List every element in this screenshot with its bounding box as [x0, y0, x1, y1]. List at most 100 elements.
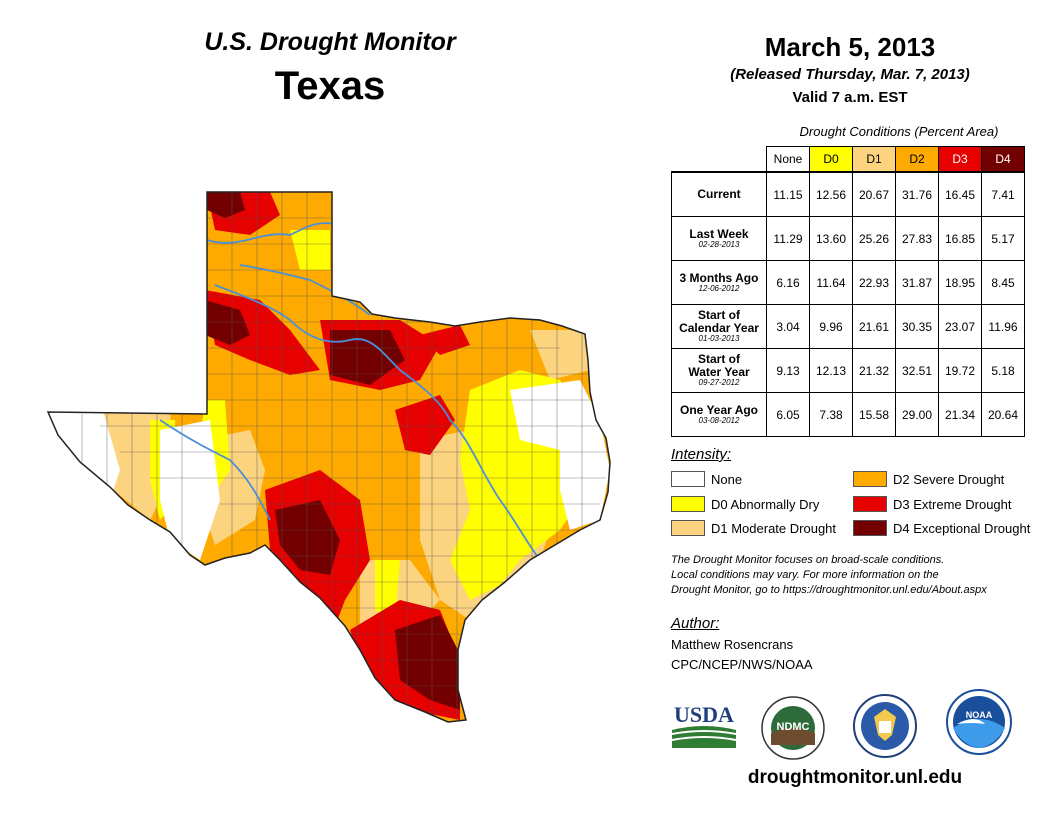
- table-cell: 11.96: [981, 304, 1025, 349]
- row-label: Last Week 02-28-2013: [671, 216, 767, 261]
- table-cell: 11.15: [766, 171, 810, 217]
- table-row: Current 11.15 12.56 20.67 31.76 16.45 7.…: [671, 171, 1025, 217]
- commerce-seal-logo: [853, 694, 917, 758]
- table-cell: 21.34: [938, 392, 982, 437]
- legend-swatch: [853, 520, 887, 536]
- release-date: (Released Thursday, Mar. 7, 2013): [730, 66, 970, 83]
- map-program-title: U.S. Drought Monitor: [204, 28, 456, 56]
- table-cell: 20.64: [981, 392, 1025, 437]
- row-label-date: 03-08-2012: [698, 415, 740, 425]
- noaa-logo: NOAA: [946, 689, 1012, 755]
- disclaimer-note: The Drought Monitor focuses on broad-sca…: [671, 553, 1051, 598]
- d4-region-south-plains: [205, 300, 250, 345]
- legend-label: D4 Exceptional Drought: [893, 520, 1031, 536]
- legend-label: D3 Extreme Drought: [893, 496, 1012, 512]
- table-cell: 30.35: [895, 304, 939, 349]
- table-cell: 12.13: [809, 348, 853, 393]
- drought-stats-table: None D0 D1 D2 D3 D4 Current 11.15 12.56 …: [671, 146, 1025, 437]
- table-cell: 8.45: [981, 260, 1025, 305]
- d3-region-central-hill: [395, 395, 455, 455]
- row-label-date: 02-28-2013: [698, 239, 740, 249]
- table-cell: 13.60: [809, 216, 853, 261]
- table-corner: [672, 147, 767, 173]
- author-label: Author:: [671, 615, 720, 632]
- row-label-date: 01-03-2013: [698, 334, 740, 344]
- legend-label: D1 Moderate Drought: [711, 520, 837, 536]
- none-region-east-texas: [510, 380, 610, 530]
- map-state-title: Texas: [274, 64, 386, 108]
- d4-region-rolling-plains: [330, 330, 405, 385]
- legend-item-d4: D4 Exceptional Drought: [853, 519, 1030, 537]
- row-label-text: Start of: [698, 307, 740, 322]
- table-cell: 6.16: [766, 260, 810, 305]
- table-row: 3 Months Ago 12-06-2012 6.16 11.64 22.93 …: [671, 260, 1025, 305]
- legend-item-none: None: [671, 470, 742, 488]
- col-header-d0: D0: [809, 146, 853, 173]
- row-label-date: 09-27-2012: [698, 378, 740, 388]
- rivers: [159, 222, 541, 561]
- usda-logo-text: USDA: [674, 702, 734, 727]
- table-cell: 31.87: [895, 260, 939, 305]
- county-boundaries: [81, 192, 608, 720]
- legend-label: D0 Abnormally Dry: [711, 496, 820, 512]
- legend-item-d0: D0 Abnormally Dry: [671, 495, 819, 513]
- legend-swatch: [853, 496, 887, 512]
- row-label: Current: [671, 171, 767, 217]
- col-header-d4: D4: [981, 146, 1025, 173]
- usda-logo: USDA: [671, 702, 737, 748]
- note-line: The Drought Monitor focuses on broad-sca…: [671, 554, 945, 566]
- table-cell: 22.93: [852, 260, 896, 305]
- row-label-text-2: Calendar Year: [679, 321, 759, 336]
- d3-region-north-texas: [420, 325, 470, 355]
- row-label-text: 3 Months Ago: [679, 270, 759, 285]
- texas-drought-map: [46, 191, 611, 723]
- col-header-d2: D2: [895, 146, 939, 173]
- table-header-row: None D0 D1 D2 D3 D4: [672, 146, 1025, 173]
- table-row: Start of Water Year 09-27-2012 9.13 12.13 …: [671, 348, 1025, 393]
- noaa-logo-text: NOAA: [966, 710, 993, 720]
- row-label: 3 Months Ago 12-06-2012: [671, 260, 767, 305]
- table-cell: 11.29: [766, 216, 810, 261]
- row-label-text: Current: [697, 186, 741, 201]
- table-cell: 18.95: [938, 260, 982, 305]
- legend-item-d3: D3 Extreme Drought: [853, 495, 1012, 513]
- legend-swatch: [671, 496, 705, 512]
- table-cell: 21.32: [852, 348, 896, 393]
- legend-item-d1: D1 Moderate Drought: [671, 519, 836, 537]
- legend-title: Intensity:: [671, 446, 732, 463]
- author-org: CPC/NCEP/NWS/NOAA: [671, 657, 813, 672]
- website-url[interactable]: droughtmonitor.unl.edu: [747, 767, 963, 788]
- table-cell: 23.07: [938, 304, 982, 349]
- table-cell: 9.13: [766, 348, 810, 393]
- d4-region-panhandle: [207, 192, 245, 218]
- legend-swatch: [853, 471, 887, 487]
- row-label-text: Last Week: [689, 226, 749, 241]
- col-header-d3: D3: [938, 146, 982, 173]
- table-cell: 6.05: [766, 392, 810, 437]
- state-outline: [46, 191, 611, 723]
- row-label: Start of Water Year 09-27-2012: [671, 348, 767, 393]
- table-row: Last Week 02-28-2013 11.29 13.60 25.26 27…: [671, 216, 1025, 261]
- ndmc-logo: NDMC: [761, 696, 825, 760]
- table-cell: 31.76: [895, 171, 939, 217]
- legend-item-d2: D2 Severe Drought: [853, 470, 1004, 488]
- d1-region-northeast: [530, 330, 590, 380]
- row-label: One Year Ago 03-08-2012: [671, 392, 767, 437]
- row-label-text: One Year Ago: [679, 402, 759, 417]
- table-row: One Year Ago 03-08-2012 6.05 7.38 15.58 2…: [671, 392, 1025, 437]
- legend-label: D2 Severe Drought: [893, 471, 1005, 487]
- table-cell: 32.51: [895, 348, 939, 393]
- col-header-d1: D1: [852, 146, 896, 173]
- table-cell: 7.38: [809, 392, 853, 437]
- none-region-west: [160, 420, 220, 560]
- table-cell: 7.41: [981, 171, 1025, 217]
- row-label-text: Start of: [698, 351, 740, 366]
- table-cell: 19.72: [938, 348, 982, 393]
- table-cell: 21.61: [852, 304, 896, 349]
- table-cell: 15.58: [852, 392, 896, 437]
- row-label-date: 12-06-2012: [698, 283, 740, 293]
- author-name: Matthew Rosencrans: [671, 637, 794, 652]
- table-cell: 29.00: [895, 392, 939, 437]
- table-cell: 9.96: [809, 304, 853, 349]
- table-cell: 5.18: [981, 348, 1025, 393]
